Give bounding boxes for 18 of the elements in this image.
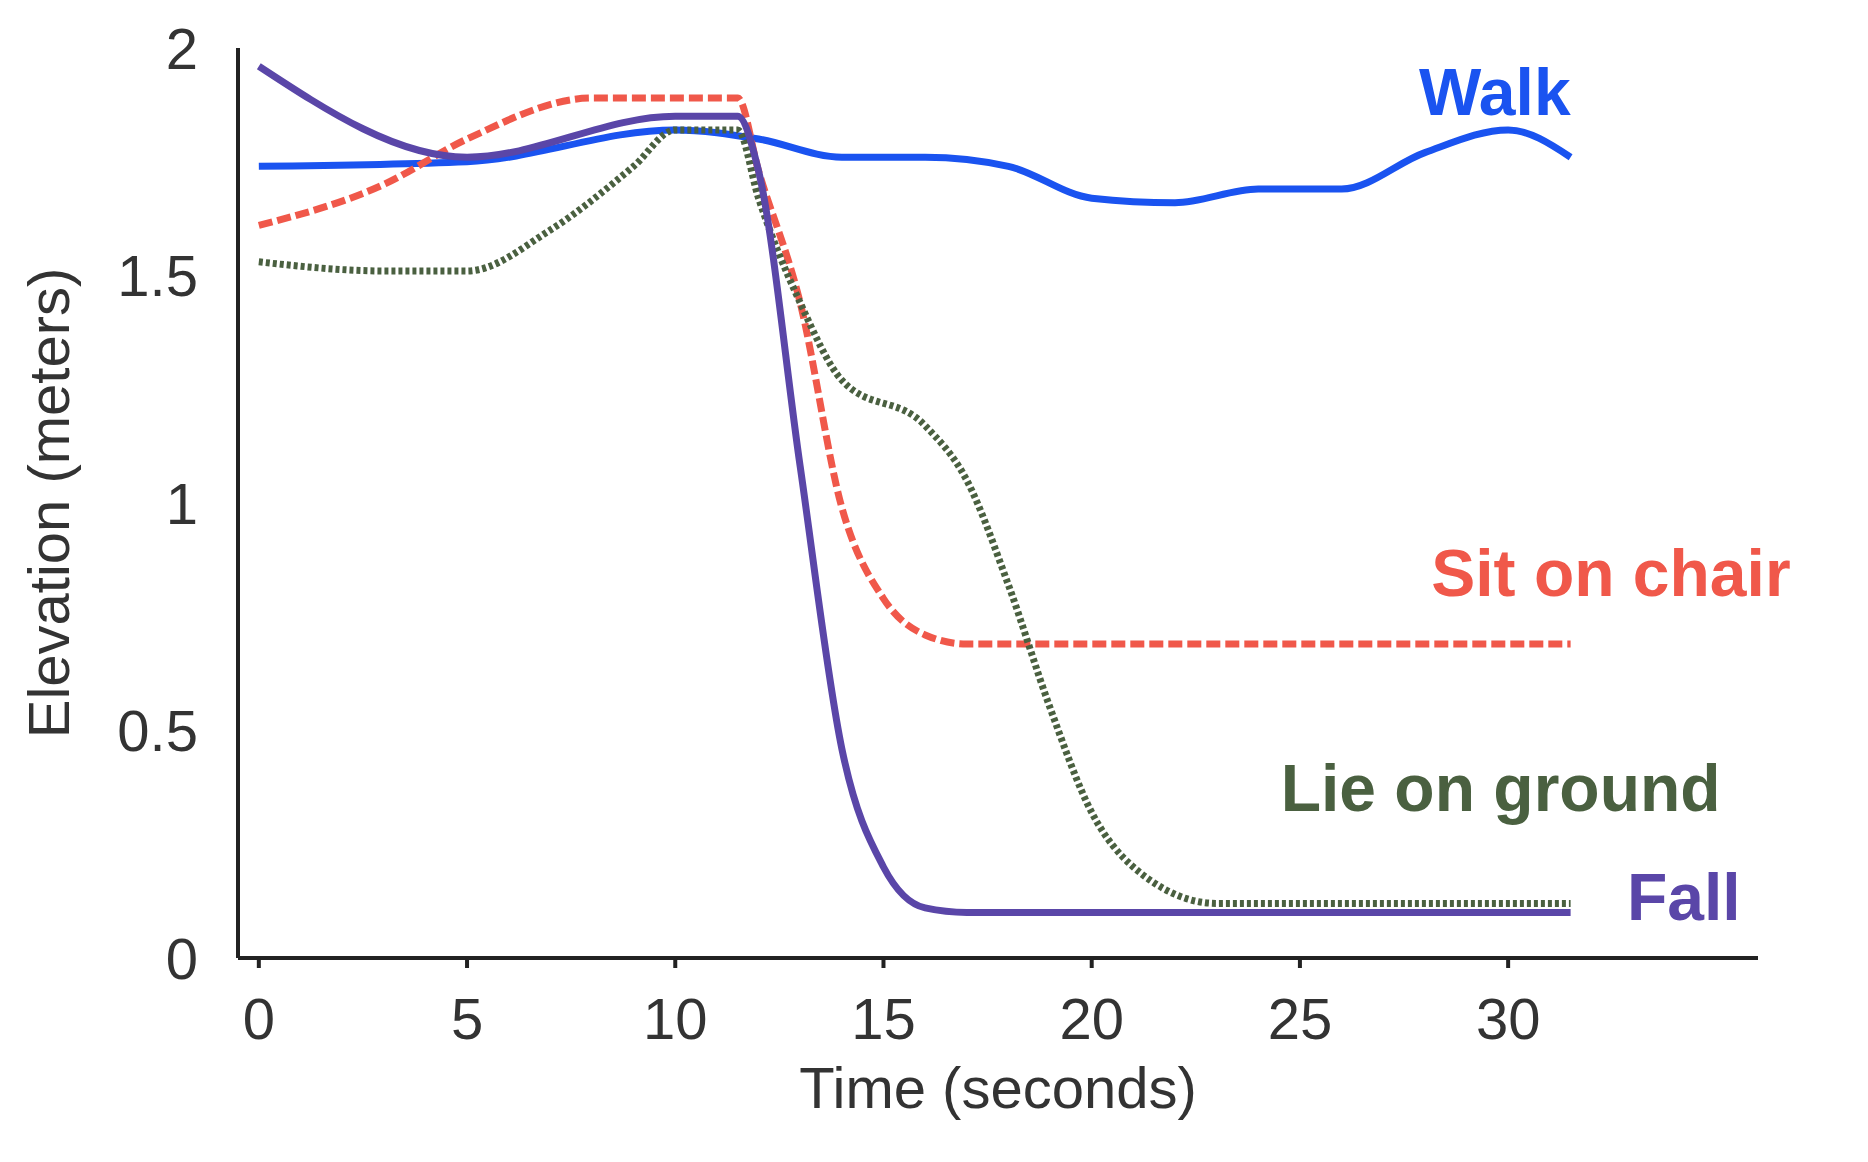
x-tick-label: 15	[851, 986, 916, 1052]
y-tick-label: 2	[165, 15, 198, 81]
x-tick-label: 0	[242, 986, 275, 1052]
y-axis-title: Elevation (meters)	[15, 267, 81, 739]
y-tick-label: 1	[165, 470, 198, 536]
series-label: Sit on chair	[1431, 536, 1791, 611]
y-tick-label: 0	[165, 925, 198, 991]
series-label: Fall	[1626, 859, 1741, 934]
x-tick-label: 5	[450, 986, 484, 1052]
series-label: Walk	[1419, 54, 1571, 129]
x-axis-title: Time (seconds)	[799, 1055, 1197, 1120]
x-tick-label: 30	[1475, 986, 1541, 1052]
y-tick-label: 1.5	[117, 243, 198, 309]
x-tick-label: 10	[643, 986, 708, 1052]
x-tick-label: 20	[1059, 986, 1124, 1052]
x-tick-label: 25	[1267, 986, 1333, 1052]
y-tick-label: 0.5	[117, 698, 198, 764]
series-label: Lie on ground	[1280, 750, 1721, 825]
